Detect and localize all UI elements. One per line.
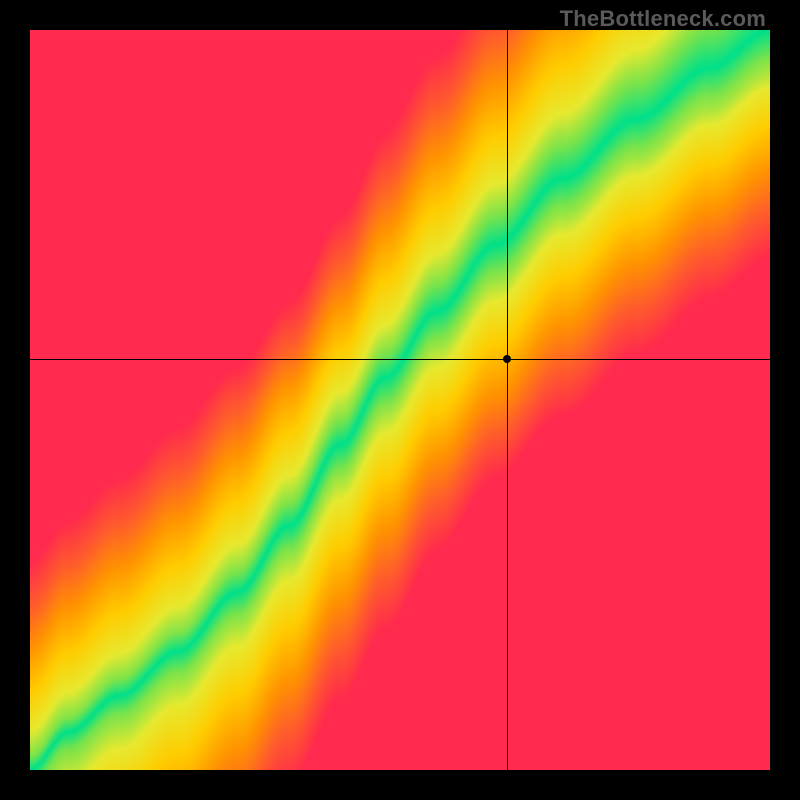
watermark-text: TheBottleneck.com: [560, 6, 766, 32]
crosshair-vertical: [507, 30, 508, 770]
heatmap-canvas: [30, 30, 770, 770]
crosshair-horizontal: [30, 359, 770, 360]
plot-area: [30, 30, 770, 770]
crosshair-point: [503, 355, 511, 363]
chart-container: TheBottleneck.com: [0, 0, 800, 800]
